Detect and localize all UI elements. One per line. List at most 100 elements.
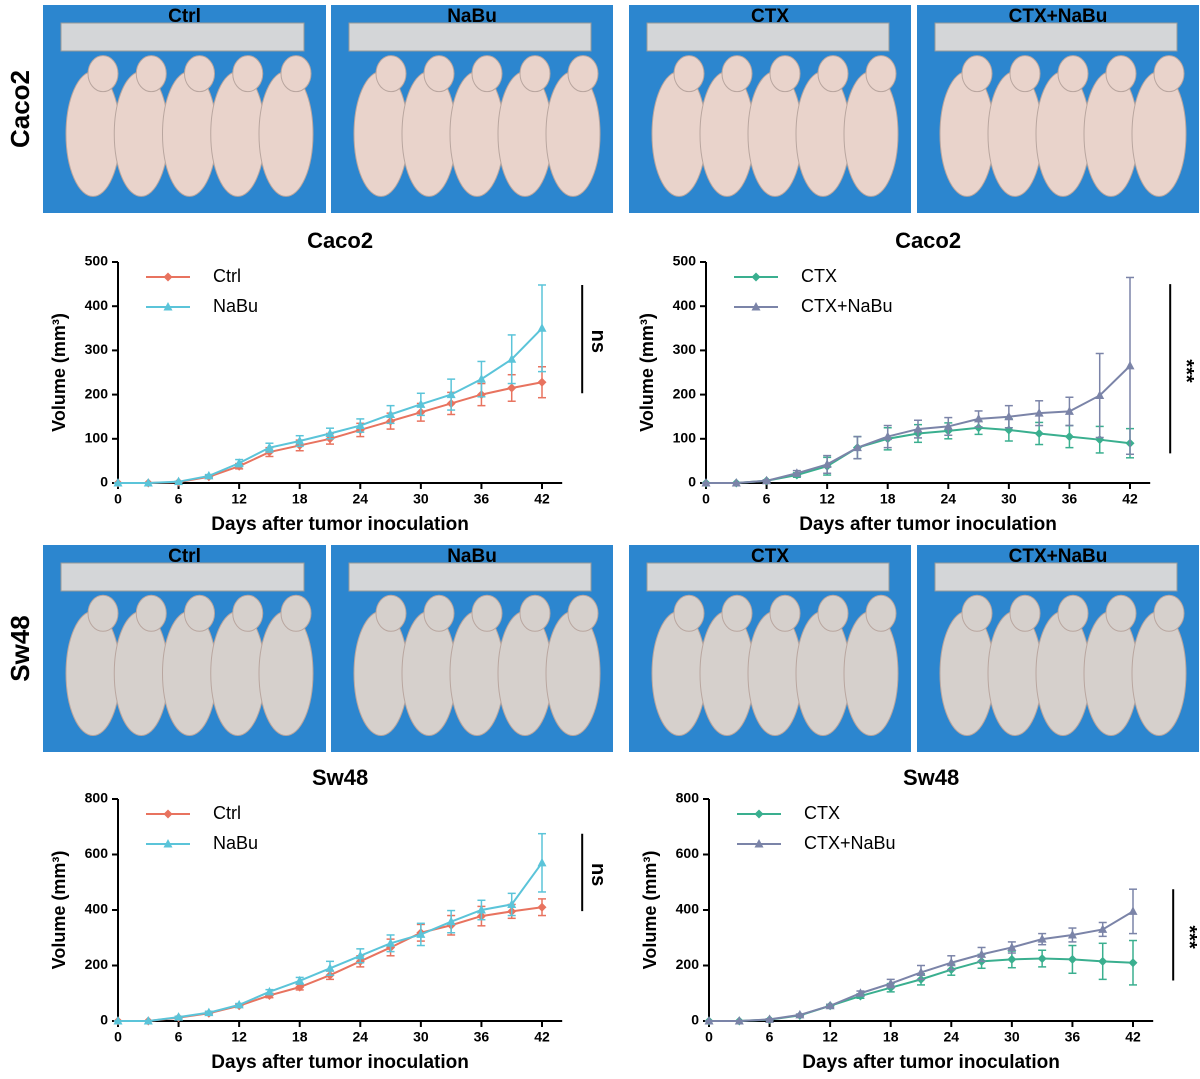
mouse — [258, 71, 314, 197]
mouse — [747, 71, 803, 197]
legend-marker — [751, 302, 761, 311]
mouse — [1035, 610, 1091, 736]
photo-panel: CTX — [629, 545, 911, 752]
mouse — [939, 610, 995, 736]
mouse-head — [471, 594, 503, 632]
photo-label: CTX — [751, 6, 789, 27]
x-tick-label: 12 — [231, 491, 247, 507]
ruler — [646, 22, 890, 52]
y-tick-label: 100 — [85, 430, 109, 446]
significance-label: *** — [1178, 925, 1200, 949]
x-tick-label: 18 — [883, 1029, 899, 1045]
point — [762, 475, 772, 485]
mouse-head — [817, 55, 849, 93]
mouse-head — [280, 594, 312, 632]
point — [204, 470, 214, 480]
mouse-head — [721, 55, 753, 93]
x-tick-label: 18 — [292, 491, 308, 507]
mouse-head — [1105, 594, 1137, 632]
mouse-head — [375, 55, 407, 93]
row-label: Sw48 — [5, 615, 35, 682]
mouse — [401, 610, 457, 736]
legend-label: NaBu — [213, 833, 258, 853]
photo-panel: CTX+NaBu — [917, 5, 1199, 213]
point — [795, 1009, 805, 1019]
point — [537, 377, 547, 387]
x-tick-label: 36 — [474, 491, 490, 507]
point — [974, 423, 984, 433]
point — [822, 459, 832, 468]
point — [537, 902, 547, 912]
y-tick-label: 500 — [85, 253, 109, 269]
x-tick-label: 30 — [1004, 1029, 1020, 1045]
mouse-head — [769, 55, 801, 93]
x-tick-label: 6 — [766, 1029, 774, 1045]
mouse — [258, 610, 314, 736]
x-tick-label: 42 — [534, 491, 550, 507]
mouse-head — [1009, 55, 1041, 93]
y-tick-label: 400 — [673, 297, 697, 313]
x-tick-label: 12 — [822, 1029, 838, 1045]
point — [943, 421, 953, 430]
point — [855, 988, 865, 997]
mouse-head — [673, 594, 705, 632]
mouse — [699, 71, 755, 197]
y-axis-label: Volume (mm³) — [49, 851, 69, 970]
legend-label: NaBu — [213, 296, 258, 316]
y-tick-label: 200 — [673, 385, 697, 401]
mouse-head — [1057, 594, 1089, 632]
photo-label: Ctrl — [168, 6, 201, 27]
point — [734, 1016, 744, 1025]
mouse — [843, 71, 899, 197]
photo-label: CTX — [751, 546, 789, 567]
legend-marker — [163, 272, 173, 282]
point — [1095, 390, 1105, 399]
point — [537, 857, 547, 867]
point — [446, 916, 456, 926]
mouse — [1131, 610, 1187, 736]
photo-panel: NaBu — [331, 5, 613, 213]
photo-panel: Ctrl — [43, 545, 326, 752]
mouse-head — [721, 594, 753, 632]
point — [295, 436, 305, 445]
photo-panel: Ctrl — [43, 5, 326, 213]
ruler — [60, 22, 305, 52]
y-axis-label: Volume (mm³) — [640, 851, 660, 970]
legend-label: CTX+NaBu — [801, 296, 893, 316]
point — [1004, 411, 1014, 421]
x-tick-label: 42 — [534, 1029, 550, 1045]
mouse-head — [1057, 55, 1089, 93]
point — [113, 1016, 123, 1025]
photo-panel: CTX — [629, 5, 911, 213]
y-tick-label: 800 — [676, 790, 700, 806]
point — [174, 476, 184, 486]
mouse — [162, 71, 217, 197]
mouse-head — [135, 594, 167, 632]
photo-label: NaBu — [447, 546, 497, 567]
point — [1007, 954, 1017, 964]
mouse-head — [817, 594, 849, 632]
point — [264, 442, 274, 452]
x-axis-label: Days after tumor inoculation — [211, 514, 469, 535]
mouse-head — [423, 55, 455, 93]
point — [537, 323, 547, 332]
point — [1034, 408, 1044, 417]
point — [295, 975, 305, 985]
mouse — [939, 71, 995, 197]
point — [507, 899, 517, 908]
mouse — [65, 610, 121, 736]
mouse-head — [87, 594, 119, 632]
significance-label: ns — [587, 330, 609, 353]
y-tick-label: 0 — [688, 474, 696, 490]
x-tick-label: 0 — [114, 491, 122, 507]
mouse-head — [280, 55, 312, 93]
mouse — [651, 610, 707, 736]
photo-label: CTX+NaBu — [1009, 6, 1108, 27]
mouse-head — [567, 594, 599, 632]
ruler — [348, 562, 592, 592]
mouse — [353, 610, 409, 736]
y-tick-label: 200 — [85, 385, 109, 401]
point — [446, 389, 456, 399]
point — [1064, 406, 1074, 415]
x-axis-label: Days after tumor inoculation — [799, 514, 1057, 535]
